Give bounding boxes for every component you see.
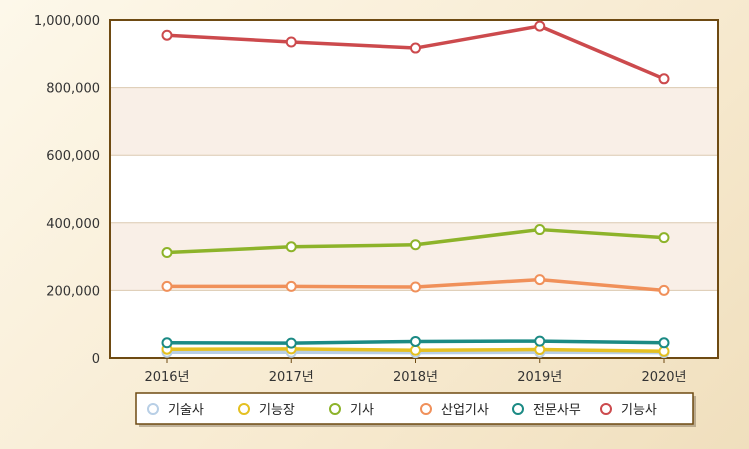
legend-marker	[512, 403, 524, 415]
y-tick-label: 0	[92, 352, 100, 367]
series-4	[161, 274, 670, 296]
data-point	[161, 29, 173, 41]
legend-marker	[420, 403, 432, 415]
plot-background	[110, 20, 718, 358]
data-point	[658, 284, 670, 296]
legend-label: 전문사무	[533, 403, 581, 418]
x-tick-label: 2018년	[393, 370, 438, 385]
plot-band	[110, 222, 718, 291]
data-point	[534, 224, 546, 236]
data-point	[658, 337, 670, 349]
x-tick-label: 2019년	[517, 370, 562, 385]
y-tick-label: 200,000	[46, 284, 100, 299]
series-5	[161, 335, 670, 349]
data-point	[161, 247, 173, 259]
legend-label: 기사	[350, 403, 374, 418]
plot-area	[110, 20, 718, 358]
legend-marker	[600, 403, 612, 415]
data-point	[658, 73, 670, 85]
data-point	[410, 42, 421, 54]
x-tick-label: 2016년	[144, 370, 189, 385]
data-point	[285, 280, 297, 292]
legend-label: 기능사	[621, 403, 657, 418]
plot-frame	[109, 19, 719, 359]
x-axis: 2016년 2017년 2018년 2019년 2020년	[144, 358, 687, 385]
legend-marker	[329, 403, 341, 415]
data-point	[285, 241, 297, 253]
data-point	[658, 232, 670, 244]
data-point	[161, 337, 173, 349]
data-point	[161, 280, 173, 292]
series-layer	[161, 20, 670, 359]
series-6	[161, 20, 670, 85]
x-tick-label: 2017년	[269, 370, 314, 385]
data-point	[285, 36, 297, 48]
series-3	[161, 224, 670, 259]
y-tick-label: 1,000,000	[34, 14, 100, 29]
data-point	[410, 344, 421, 356]
legend-label: 산업기사	[441, 403, 489, 418]
legend-marker	[147, 403, 159, 415]
plot-band	[110, 87, 718, 156]
y-tick-label: 400,000	[46, 217, 100, 232]
data-point	[285, 337, 297, 349]
data-point	[410, 239, 421, 251]
legend-marker	[238, 403, 250, 415]
data-point	[410, 281, 421, 293]
x-tick-label: 2020년	[641, 370, 686, 385]
legend-label: 기능장	[259, 403, 295, 418]
data-point	[534, 335, 546, 347]
y-tick-label: 800,000	[46, 82, 100, 97]
data-point	[534, 20, 546, 32]
legend-label: 기술사	[168, 403, 204, 418]
data-point	[410, 335, 421, 347]
legend: 기술사 기능장 기사 산업기사 전문사무 기능사	[135, 392, 696, 427]
y-axis: 0 200,000 400,000 600,000 800,000 1,000,000	[34, 14, 100, 367]
y-tick-label: 600,000	[46, 149, 100, 164]
data-point	[534, 274, 546, 286]
